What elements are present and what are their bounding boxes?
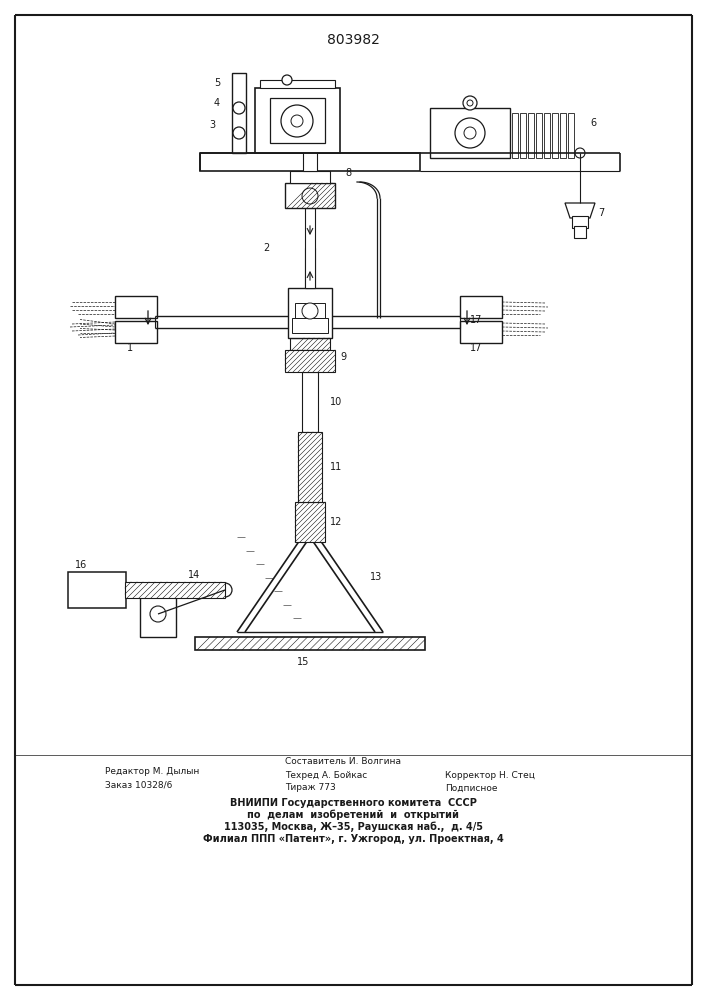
Text: 12: 12 [330,517,342,527]
Bar [552,113,558,158]
Bar [520,113,526,158]
Bar [260,80,335,88]
Bar [572,216,588,228]
Bar [290,338,330,350]
Text: 13: 13 [370,572,382,582]
Bar [290,171,330,183]
Bar [560,113,566,158]
Bar [302,372,318,432]
Text: 8: 8 [345,168,351,178]
Bar [232,73,246,153]
Bar [255,88,340,153]
Polygon shape [565,203,595,218]
Circle shape [464,127,476,139]
Text: 6: 6 [590,118,596,128]
Bar [544,113,550,158]
Text: 7: 7 [598,208,604,218]
Text: 2: 2 [264,243,270,253]
Text: Заказ 10328/6: Заказ 10328/6 [105,780,173,790]
Bar [305,248,315,288]
Circle shape [463,96,477,110]
Bar [195,637,425,650]
Text: 3: 3 [209,120,215,130]
Text: по  делам  изобретений  и  открытий: по делам изобретений и открытий [247,810,459,820]
Bar [68,572,126,608]
Bar [303,133,317,171]
Text: Филиал ППП «Патент», г. Ужгород, ул. Проектная, 4: Филиал ППП «Патент», г. Ужгород, ул. Про… [203,834,503,844]
Bar [140,590,176,637]
Bar [528,113,534,158]
Text: 803982: 803982 [327,33,380,47]
Circle shape [233,102,245,114]
Bar [125,582,225,598]
Bar [200,153,420,171]
Text: Техред А. Бойкас: Техред А. Бойкас [285,770,367,780]
Bar [288,288,332,338]
Circle shape [233,127,245,139]
Bar [115,296,157,318]
Bar [305,208,315,288]
Text: 9: 9 [340,352,346,362]
Text: Тираж 773: Тираж 773 [285,784,336,792]
Text: 1: 1 [127,343,133,353]
Bar [460,321,502,343]
Bar [115,321,157,343]
Bar [270,98,325,143]
Text: 4: 4 [214,98,220,108]
Circle shape [302,188,318,204]
Text: ВНИИПИ Государственного комитета  СССР: ВНИИПИ Государственного комитета СССР [230,798,477,808]
Bar [460,296,502,318]
Circle shape [291,115,303,127]
Text: 16: 16 [75,560,87,570]
Circle shape [575,148,585,158]
Bar [298,432,322,502]
Text: 17: 17 [470,315,482,325]
Circle shape [281,105,313,137]
Circle shape [302,303,318,319]
Bar [285,183,335,208]
Text: 10: 10 [330,397,342,407]
Bar [295,502,325,542]
Circle shape [150,606,166,622]
Circle shape [282,75,292,85]
Text: 113035, Москва, Ж–35, Раушская наб.,  д. 4/5: 113035, Москва, Ж–35, Раушская наб., д. … [223,822,482,832]
Text: 17: 17 [470,343,482,353]
Circle shape [218,583,232,597]
Text: Составитель И. Волгина: Составитель И. Волгина [285,758,401,766]
Bar [295,303,325,318]
Bar [574,226,586,238]
Text: Редактор М. Дылын: Редактор М. Дылын [105,768,199,776]
Bar [568,113,574,158]
Bar [285,350,335,372]
Bar [512,113,518,158]
Bar [536,113,542,158]
Text: Корректор Н. Стец: Корректор Н. Стец [445,770,535,780]
Bar [292,318,328,333]
Circle shape [467,100,473,106]
Text: 14: 14 [188,570,200,580]
Circle shape [455,118,485,148]
Bar [430,108,510,158]
Text: 5: 5 [214,78,220,88]
Text: Подписное: Подписное [445,784,498,792]
Text: 11: 11 [330,462,342,472]
Text: 15: 15 [297,657,309,667]
